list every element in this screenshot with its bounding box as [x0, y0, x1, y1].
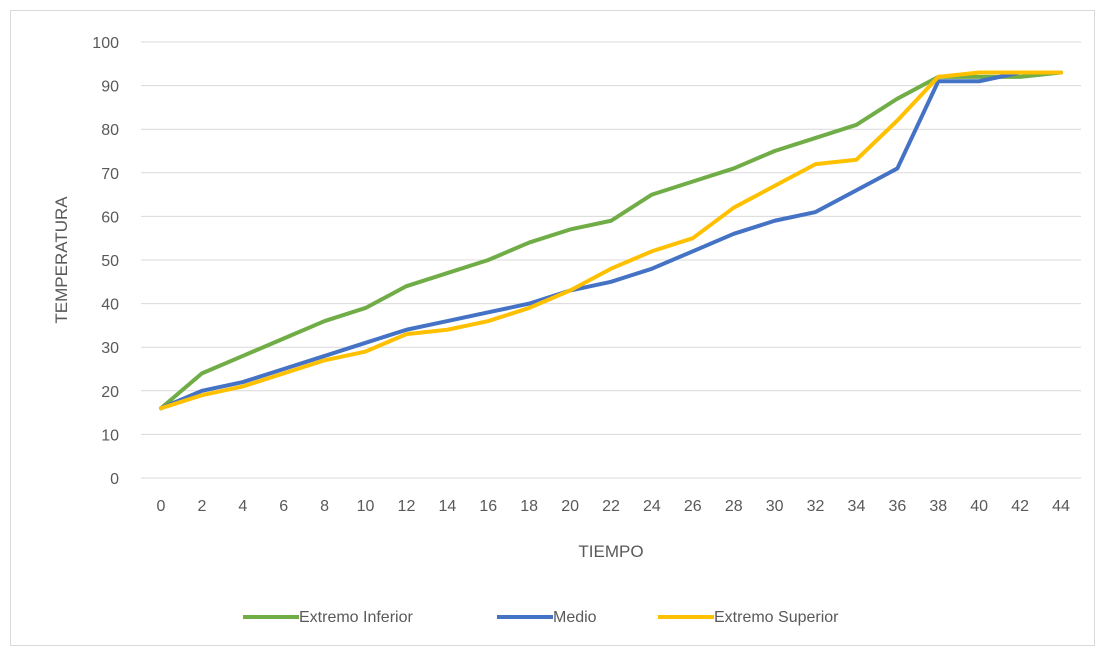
- legend: Extremo Inferior Medio Extremo Superior: [243, 609, 839, 626]
- x-tick-label: 4: [238, 498, 247, 515]
- legend-label: Medio: [553, 609, 597, 626]
- x-tick-label: 42: [1011, 498, 1029, 515]
- x-tick-label: 10: [357, 498, 375, 515]
- x-tick-label: 34: [848, 498, 866, 515]
- x-tick-label: 20: [561, 498, 579, 515]
- x-tick-label: 44: [1052, 498, 1070, 515]
- series-line-0: [159, 70, 1063, 411]
- x-tick-label: 24: [643, 498, 661, 515]
- chart-frame: 0 10 20 30 40 50 60 70 80 90 100 0 2 4 6 8 10 12 14 16 18 20…: [10, 10, 1095, 646]
- legend-label: Extremo Superior: [714, 609, 839, 626]
- y-tick-label: 0: [110, 471, 119, 488]
- x-tick-label: 30: [766, 498, 784, 515]
- y-tick-label: 30: [101, 340, 119, 357]
- x-tick-label: 12: [398, 498, 416, 515]
- x-tick-label: 14: [438, 498, 456, 515]
- x-tick-label: 32: [807, 498, 825, 515]
- x-tick-label: 22: [602, 498, 620, 515]
- x-axis-title: TIEMPO: [578, 542, 643, 561]
- x-tick-label: 28: [725, 498, 743, 515]
- grid-lines: [141, 41, 1081, 479]
- x-tick-label: 36: [888, 498, 906, 515]
- y-tick-label: 60: [101, 209, 119, 226]
- x-tick-label: 40: [970, 498, 988, 515]
- y-axis-ticks: 0 10 20 30 40 50 60 70 80 90 100: [92, 35, 119, 488]
- legend-label: Extremo Inferior: [299, 609, 413, 626]
- x-tick-label: 16: [479, 498, 497, 515]
- y-tick-label: 50: [101, 253, 119, 270]
- y-tick-label: 40: [101, 297, 119, 314]
- x-tick-label: 38: [929, 498, 947, 515]
- y-tick-label: 70: [101, 166, 119, 183]
- x-tick-label: 18: [520, 498, 538, 515]
- y-tick-label: 90: [101, 79, 119, 96]
- x-tick-label: 0: [157, 498, 166, 515]
- x-axis-ticks: 0 2 4 6 8 10 12 14 16 18 20 22 24 26 28 30 32 34 36 38 40 42 4…: [157, 498, 1070, 515]
- x-tick-label: 2: [197, 498, 206, 515]
- series-line-2: [159, 70, 1063, 411]
- series-line-1: [159, 70, 1063, 411]
- y-tick-label: 80: [101, 122, 119, 139]
- y-axis-title: TEMPERATURA: [52, 196, 71, 324]
- y-tick-label: 10: [101, 427, 119, 444]
- x-tick-label: 8: [320, 498, 329, 515]
- x-tick-label: 6: [279, 498, 288, 515]
- y-tick-label: 100: [92, 35, 119, 52]
- y-tick-label: 20: [101, 384, 119, 401]
- series-lines: [159, 70, 1063, 411]
- x-tick-label: 26: [684, 498, 702, 515]
